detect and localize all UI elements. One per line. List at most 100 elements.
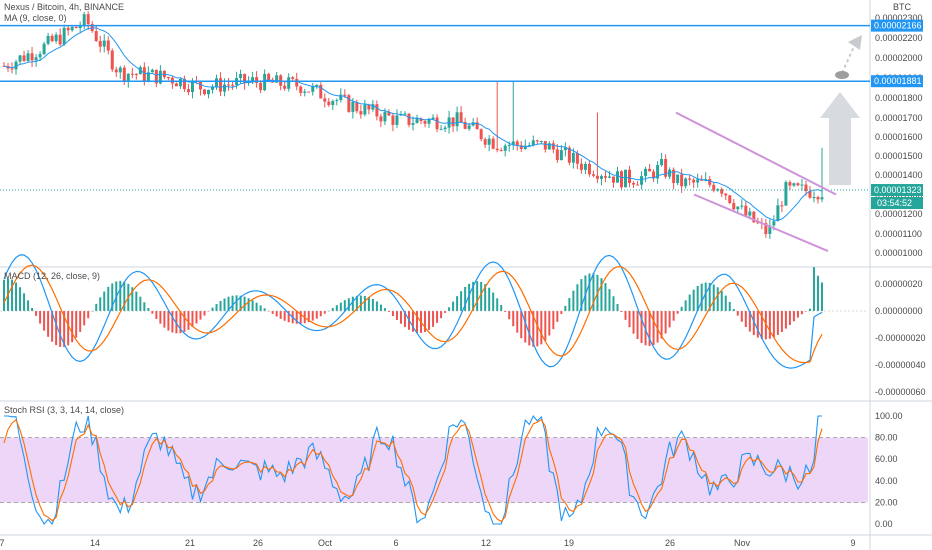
- macd-hist-bar: [319, 311, 322, 317]
- macd-hist-bar: [788, 311, 791, 325]
- candle-body: [307, 91, 311, 93]
- macd-hist-bar: [752, 311, 755, 336]
- price-tick-label: 0.00002200: [875, 33, 923, 43]
- macd-hist-bar: [820, 282, 823, 311]
- macd-hist-bar: [764, 311, 767, 340]
- candle-body: [243, 73, 247, 84]
- macd-hist-bar: [716, 287, 719, 311]
- macd-hist-bar: [15, 282, 18, 311]
- macd-hist-bar: [87, 311, 90, 319]
- macd-hist-bar: [263, 308, 266, 311]
- macd-hist-bar: [704, 282, 707, 311]
- candle-body: [327, 101, 331, 105]
- macd-hist-bar: [375, 301, 378, 311]
- candle-body: [628, 169, 632, 183]
- macd-hist-bar: [275, 311, 278, 317]
- macd-hist-bar: [560, 311, 563, 314]
- candle-body: [527, 145, 531, 147]
- candle-body: [94, 31, 98, 42]
- candle-body: [800, 184, 804, 186]
- macd-hist-bar: [520, 311, 523, 339]
- candle-body: [150, 69, 154, 73]
- candle-body: [784, 182, 788, 206]
- macd-hist-bar: [512, 311, 515, 327]
- macd-hist-bar: [572, 290, 575, 311]
- macd-hist-bar: [684, 300, 687, 311]
- macd-tick-label: -0.00000040: [875, 360, 926, 370]
- candle-body: [579, 163, 583, 170]
- candle-body: [531, 140, 535, 146]
- macd-hist-bar: [3, 279, 5, 311]
- candle-body: [511, 141, 515, 145]
- level-tag: [871, 75, 923, 88]
- stoch-d-line: [3, 418, 823, 523]
- candle-body: [146, 72, 150, 81]
- candle-body: [684, 178, 688, 187]
- candle-body: [239, 73, 243, 79]
- candle-body: [571, 152, 575, 163]
- candle-body: [206, 89, 210, 95]
- candle-body: [463, 122, 467, 129]
- candle-body: [295, 78, 299, 87]
- macd-hist-bar: [664, 311, 667, 334]
- macd-hist-bar: [99, 297, 102, 311]
- candle-body: [363, 104, 367, 115]
- macd-hist-bar: [748, 311, 751, 332]
- candle-body: [275, 75, 279, 83]
- macd-hist-bar: [211, 307, 214, 311]
- macd-hist-bar: [496, 298, 499, 311]
- price-tick-label: 0.00001700: [875, 113, 923, 123]
- candle-body: [483, 139, 487, 145]
- macd-hist-bar: [295, 311, 298, 324]
- candle-body: [102, 40, 106, 47]
- candle-body: [118, 67, 122, 73]
- macd-hist-bar: [720, 291, 723, 311]
- macd-hist-bar: [287, 311, 290, 323]
- projection-dot: [835, 71, 849, 79]
- candle-body: [299, 86, 303, 93]
- macd-hist-bar: [143, 302, 146, 311]
- macd-hist-bar: [191, 311, 194, 327]
- candle-body: [315, 84, 319, 87]
- macd-hist-bar: [255, 302, 258, 311]
- candle-body: [86, 14, 90, 25]
- macd-hist-bar: [67, 311, 70, 346]
- candle-body: [523, 145, 527, 150]
- macd-hist-bar: [195, 311, 198, 324]
- candle-body: [46, 35, 50, 44]
- candle-body: [154, 69, 158, 84]
- macd-hist-bar: [780, 311, 783, 332]
- candle-body: [202, 89, 206, 95]
- candle-body: [607, 176, 611, 178]
- x-tick-label: 9: [850, 538, 855, 548]
- macd-hist-bar: [371, 298, 374, 311]
- price-tick-label: 0.00001100: [875, 229, 922, 239]
- candle-body: [808, 191, 812, 198]
- macd-hist-bar: [508, 311, 511, 320]
- macd-hist-bar: [331, 308, 334, 311]
- price-tick-label: 0.00001000: [875, 248, 923, 258]
- macd-hist-bar: [440, 311, 443, 319]
- candle-body: [14, 61, 18, 70]
- candle-body: [680, 174, 684, 187]
- macd-hist-bar: [135, 291, 138, 311]
- candle-body: [676, 174, 680, 184]
- macd-hist-bar: [19, 287, 22, 311]
- macd-hist-bar: [564, 305, 567, 311]
- macd-hist-bar: [816, 275, 819, 311]
- candle-body: [804, 184, 808, 192]
- big-arrow-icon: [820, 92, 860, 185]
- macd-hist-bar: [516, 311, 519, 333]
- macd-hist-bar: [628, 311, 631, 328]
- candle-body: [375, 104, 379, 117]
- candle-body: [704, 179, 708, 181]
- candle-body: [58, 34, 62, 45]
- macd-hist-bar: [532, 311, 535, 347]
- macd-hist-bar: [536, 311, 539, 347]
- candle-body: [231, 84, 235, 86]
- macd-tick-label: -0.00000060: [875, 387, 926, 397]
- macd-hist-bar: [504, 311, 507, 313]
- current-price-label: 0.00001323: [874, 185, 922, 195]
- candle-body: [732, 203, 736, 210]
